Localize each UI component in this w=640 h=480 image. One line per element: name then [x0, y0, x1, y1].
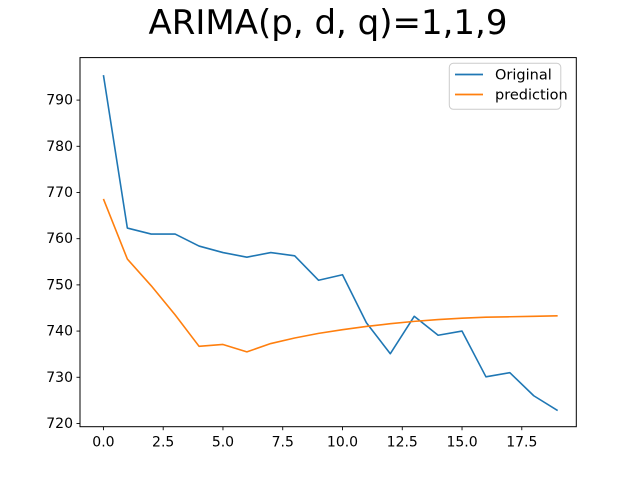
x-tick-label: 12.5 — [387, 435, 418, 451]
legend-label-prediction: prediction — [495, 88, 568, 104]
x-tick-label: 15.0 — [446, 435, 477, 451]
x-tick-label: 7.5 — [272, 435, 294, 451]
x-tick-label: 2.5 — [152, 435, 174, 451]
x-tick-label: 5.0 — [212, 435, 234, 451]
plot-area: 720 730 740 750 760 770 780 790 0.0 2.5 5.0 7.5 10.0… — [46, 57, 577, 451]
x-tick-label: 10.0 — [327, 435, 358, 451]
y-tick-label: 790 — [46, 93, 73, 109]
legend: Original prediction — [448, 62, 568, 110]
y-tick-label: 740 — [46, 324, 73, 340]
legend-label-original: Original — [495, 68, 552, 84]
y-tick-label: 780 — [46, 139, 73, 155]
y-tick-label: 760 — [46, 231, 73, 247]
axes-box — [79, 57, 577, 428]
y-tick-label: 730 — [46, 370, 73, 386]
x-tick-label: 0.0 — [92, 435, 114, 451]
series-line-prediction — [102, 198, 558, 353]
y-tick-label: 750 — [46, 277, 73, 293]
y-tick-label: 770 — [46, 185, 73, 201]
series-line-original — [102, 75, 559, 412]
y-tick-label: 720 — [46, 416, 73, 432]
chart-title: ARIMA(p, d, q)=1,1,9 — [148, 3, 507, 43]
x-tick-label: 17.5 — [506, 435, 537, 451]
